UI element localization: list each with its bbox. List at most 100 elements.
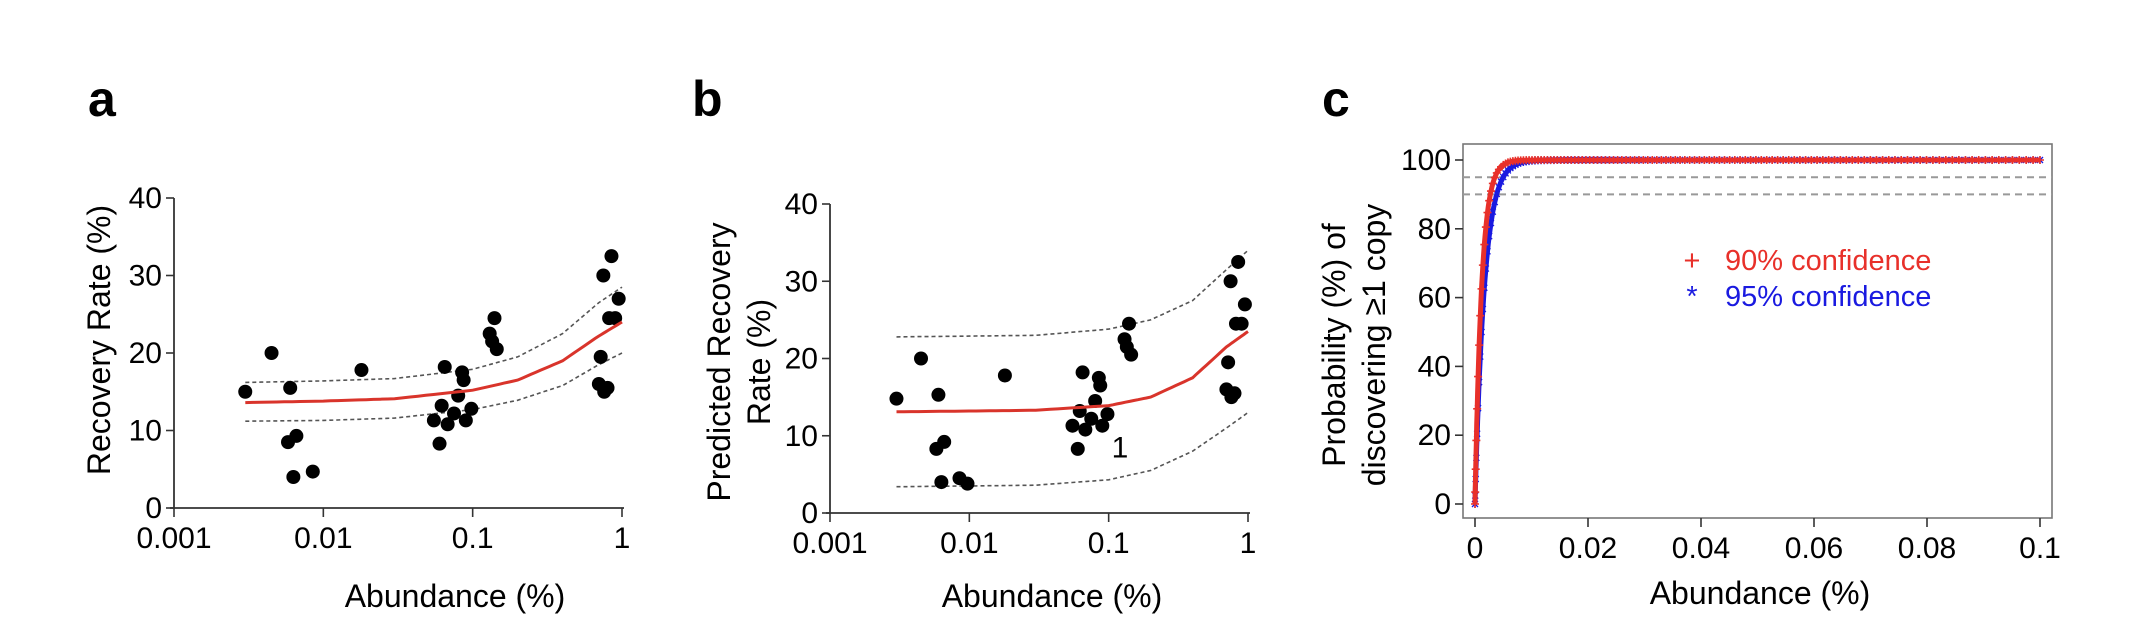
- marker-plus: [1476, 311, 1485, 320]
- data-point: [426, 413, 441, 428]
- x-tick-label: 0.01: [940, 527, 998, 560]
- marker-plus: [1475, 341, 1484, 350]
- panel-a-ylabel: Recovery Rate (%): [81, 205, 117, 475]
- x-tick-label: 0.04: [1672, 532, 1730, 565]
- x-tick-label: 0.01: [294, 522, 352, 555]
- x-tick-label: 0.1: [452, 522, 494, 555]
- data-point: [437, 359, 452, 374]
- panel-b-ylabel-line2: Rate (%): [741, 299, 777, 425]
- y-tick-label: 0: [145, 492, 162, 525]
- y-tick-label: 80: [1418, 213, 1451, 246]
- data-point: [889, 391, 904, 406]
- x-tick-label: 0.1: [1088, 527, 1130, 560]
- data-point: [238, 384, 253, 399]
- data-point: [914, 351, 929, 366]
- fit-line: [896, 330, 1249, 414]
- series-*: [1471, 156, 2044, 508]
- data-point: [489, 342, 504, 357]
- x-tick-label: 1: [1240, 527, 1257, 560]
- data-point: [1227, 386, 1242, 401]
- marker-plus: [2022, 156, 2031, 164]
- panel-a-letter: a: [88, 71, 117, 127]
- marker-plus: [1486, 187, 1495, 196]
- data-point: [937, 434, 952, 449]
- series-line: [1472, 157, 2040, 505]
- panel-b-letter: b: [692, 71, 723, 127]
- panel-a: a 0 10 20 30 40 0.001 0.01 0.1 1 Abundance (%) R…: [81, 71, 630, 614]
- marker-plus: [1994, 156, 2003, 164]
- legend-marker-90: +: [1684, 245, 1701, 277]
- legend-marker-95: *: [1686, 281, 1697, 313]
- ci-upper-line: [245, 286, 623, 384]
- data-point: [1095, 418, 1110, 433]
- y-tick-label: 0: [801, 497, 818, 530]
- x-tick-label: 0: [1467, 532, 1484, 565]
- data-point: [600, 380, 615, 395]
- data-point: [1124, 347, 1139, 362]
- data-point: [305, 464, 320, 479]
- plot-frame: [1462, 143, 2053, 519]
- marker-plus: [2036, 156, 2044, 164]
- marker-plus: [1485, 196, 1494, 205]
- y-tick-label: 20: [129, 337, 162, 370]
- marker-star: [1493, 189, 1501, 198]
- panel-b-ylabel-line1: Predicted Recovery: [701, 222, 737, 501]
- data-point: [487, 311, 502, 326]
- data-point: [1234, 316, 1249, 331]
- marker-star: [1489, 207, 1497, 216]
- marker-plus: [2015, 156, 2024, 164]
- ci-lower-line: [245, 352, 623, 422]
- y-tick-label: 10: [785, 420, 818, 453]
- marker-plus: [1480, 240, 1489, 249]
- panel-c: c 0 20 40 60 80 100 0 0.02 0.04 0.06 0.08 0.1 Abund…: [1316, 71, 2061, 611]
- data-point: [354, 363, 369, 378]
- marker-plus: [1490, 173, 1499, 182]
- data-point: [434, 398, 449, 413]
- x-tick-label: 1: [614, 522, 631, 555]
- data-point: [1075, 365, 1090, 380]
- y-tick-label: 20: [785, 343, 818, 376]
- data-point: [286, 470, 301, 484]
- data-point: [1237, 297, 1252, 312]
- data-point: [1221, 355, 1236, 370]
- data-point: [1223, 274, 1238, 289]
- panel-c-xlabel: Abundance (%): [1650, 575, 1871, 611]
- panel-b-plot: 0 10 20 30 40 0.001 0.01 0.1 1 1: [785, 188, 1257, 560]
- data-point: [593, 349, 608, 364]
- panel-c-ylabel-line1: Probability (%) of: [1316, 223, 1352, 467]
- legend-label-95: 95% confidence: [1725, 281, 1931, 313]
- fit-line: [245, 320, 623, 405]
- marker-plus: [1471, 488, 1480, 497]
- marker-plus: [2029, 156, 2038, 164]
- marker-plus: [1483, 208, 1492, 217]
- data-point: [604, 249, 619, 264]
- data-point: [464, 401, 479, 416]
- data-point: [608, 311, 623, 326]
- panel-a-plot: 0 10 20 30 40 0.001 0.01 0.1 1: [129, 182, 631, 555]
- marker-plus: [2008, 156, 2017, 164]
- marker-plus: [1474, 372, 1483, 381]
- data-point: [1078, 422, 1093, 437]
- panel-c-ylabel-line2: discovering ≥1 copy: [1356, 204, 1392, 487]
- data-point: [1065, 418, 1080, 433]
- x-tick-label: 0.08: [1898, 532, 1956, 565]
- point-annotation: 1: [1112, 431, 1129, 464]
- data-point: [997, 368, 1012, 383]
- marker-plus: [1974, 156, 1983, 164]
- marker-plus: [1981, 156, 1990, 164]
- data-point: [934, 475, 949, 490]
- y-tick-label: 100: [1401, 144, 1451, 177]
- data-point: [289, 428, 304, 443]
- y-tick-label: 20: [1418, 419, 1451, 452]
- marker-plus: [1481, 223, 1490, 232]
- marker-plus: [1477, 284, 1486, 293]
- panel-c-plot: 0 20 40 60 80 100 0 0.02 0.04 0.06 0.08 0.1: [1401, 143, 2061, 565]
- y-tick-label: 60: [1418, 282, 1451, 315]
- y-tick-label: 30: [785, 265, 818, 298]
- marker-plus: [1471, 500, 1479, 508]
- ci-upper-line: [896, 249, 1249, 338]
- y-tick-label: 40: [1418, 350, 1451, 383]
- data-point: [447, 406, 462, 421]
- data-point: [440, 417, 455, 432]
